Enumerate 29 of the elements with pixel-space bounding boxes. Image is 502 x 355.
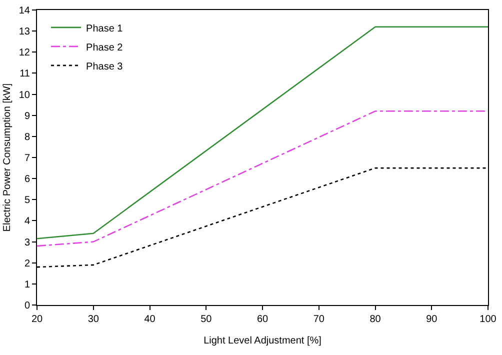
- x-tick-label: 40: [144, 314, 156, 325]
- y-tick-label: 1: [24, 279, 30, 290]
- y-tick-label: 2: [24, 258, 30, 270]
- x-tick-label: 50: [200, 314, 212, 325]
- y-tick-label: 0: [24, 300, 30, 312]
- y-tick-label: 10: [18, 90, 30, 101]
- y-tick-label: 12: [18, 48, 30, 59]
- y-tick-label: 8: [24, 132, 30, 143]
- x-tick-label: 60: [256, 314, 268, 325]
- x-tick-label: 30: [88, 314, 100, 325]
- x-axis-title: Light Level Adjustment [%]: [204, 336, 322, 346]
- legend-label: Phase 2: [86, 42, 124, 54]
- y-tick-label: 7: [24, 153, 30, 164]
- y-tick-label: 9: [24, 110, 30, 122]
- y-tick-label: 5: [24, 195, 30, 206]
- x-tick-label: 70: [313, 314, 325, 325]
- y-tick-label: 11: [20, 68, 30, 80]
- x-tick-label: 20: [31, 314, 43, 325]
- y-tick-label: 13: [18, 26, 30, 38]
- x-tick-label: 80: [370, 314, 382, 325]
- y-tick-label: 14: [18, 6, 30, 16]
- legend-label: Phase 3: [86, 61, 124, 72]
- y-axis-title: Electric Power Consumption [kW]: [2, 83, 13, 232]
- x-tick-label: 90: [426, 314, 438, 325]
- x-tick-label: 100: [480, 314, 497, 325]
- y-tick-label: 3: [24, 237, 30, 248]
- y-tick-label: 6: [24, 174, 30, 186]
- legend-label: Phase 1: [86, 23, 124, 34]
- y-tick-label: 4: [24, 216, 30, 228]
